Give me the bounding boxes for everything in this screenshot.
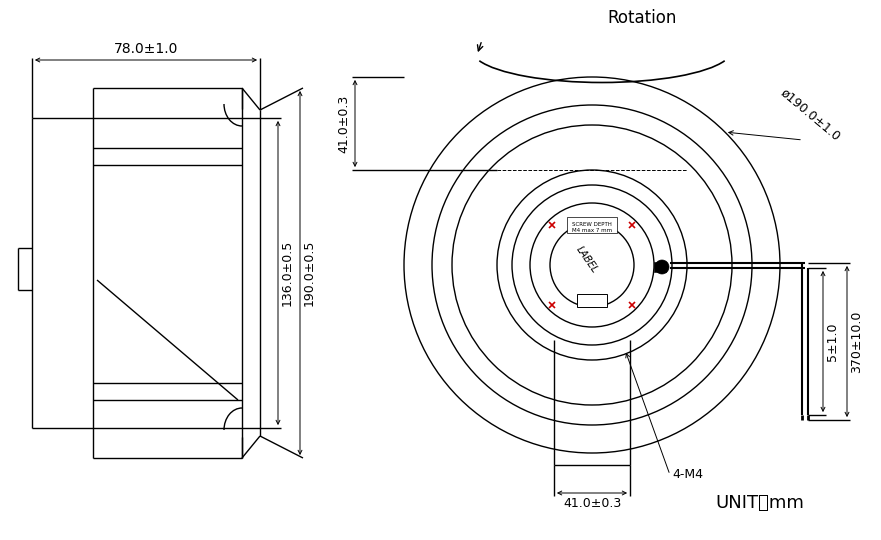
Text: 41.0±0.3: 41.0±0.3 — [337, 94, 350, 153]
Text: 370±10.0: 370±10.0 — [850, 310, 863, 373]
Text: 136.0±0.5: 136.0±0.5 — [281, 240, 294, 306]
Bar — [654, 262, 666, 272]
Text: M4 max 7 mm: M4 max 7 mm — [572, 227, 612, 233]
Bar — [567, 217, 617, 233]
Text: 5±1.0: 5±1.0 — [826, 322, 839, 361]
Text: Rotation: Rotation — [607, 9, 677, 27]
Text: ø190.0±1.0: ø190.0±1.0 — [778, 86, 843, 144]
Text: 78.0±1.0: 78.0±1.0 — [114, 42, 178, 56]
Text: 190.0±0.5: 190.0±0.5 — [303, 240, 316, 306]
Bar — [577, 294, 607, 307]
Text: 4-M4: 4-M4 — [672, 469, 703, 482]
Text: LABEL: LABEL — [574, 245, 600, 275]
Text: UNIT：mm: UNIT：mm — [715, 494, 804, 512]
Text: SCREW DEPTH: SCREW DEPTH — [572, 221, 612, 226]
Circle shape — [655, 260, 669, 274]
Text: 41.0±0.3: 41.0±0.3 — [563, 497, 621, 510]
